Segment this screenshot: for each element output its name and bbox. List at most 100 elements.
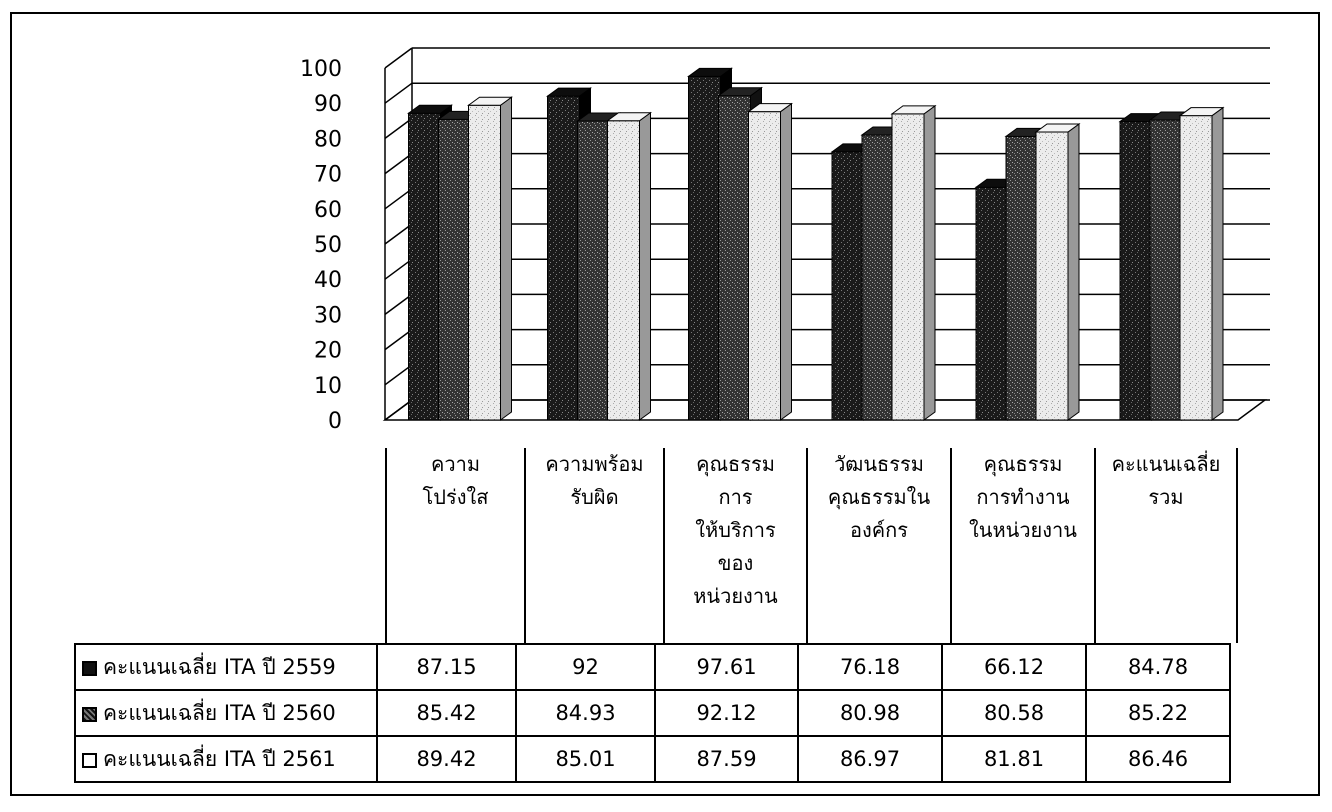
gridline-side <box>384 223 413 245</box>
data-label: 81.81 <box>941 735 1087 783</box>
bar-side <box>500 96 512 421</box>
bar-top <box>1034 123 1081 133</box>
bar-front <box>975 186 1009 421</box>
gridline-side <box>384 293 413 316</box>
bar <box>466 96 514 421</box>
data-label: 76.18 <box>797 643 943 691</box>
bar-front <box>1149 119 1183 421</box>
data-label: 80.58 <box>941 689 1087 737</box>
bar-front <box>748 111 781 421</box>
bar-front <box>438 118 471 421</box>
data-label: 84.78 <box>1085 643 1231 691</box>
legend-swatch <box>82 706 97 722</box>
bar-front <box>408 112 441 421</box>
bar-top <box>686 67 734 77</box>
bar-top <box>1178 107 1225 117</box>
bar-front <box>688 75 721 421</box>
bar-front <box>1119 121 1153 421</box>
bar <box>890 104 937 421</box>
bar-top <box>716 87 764 97</box>
legend-entry: คะแนนเฉลี่ย ITA ปี 2560 <box>74 689 378 737</box>
legend-swatch <box>82 660 97 676</box>
bar <box>605 111 653 421</box>
y-tick-label: 100 <box>300 57 342 82</box>
bar-top <box>746 103 794 113</box>
bar-top <box>406 104 454 114</box>
gridline-side <box>384 188 413 210</box>
y-tick-label: 20 <box>314 339 342 364</box>
table-row: คะแนนเฉลี่ย ITA ปี 2561 89.42 85.01 87.59 86… <box>74 735 1231 783</box>
data-label: 86.46 <box>1085 735 1231 783</box>
x-tick-label: คุณธรรม การ ให้บริการ ของ หน่วยงาน <box>663 448 806 643</box>
y-tick-label: 30 <box>314 303 342 328</box>
gridline-side <box>384 47 413 69</box>
floor <box>382 399 1268 421</box>
bar-front <box>718 95 751 421</box>
bar <box>1178 106 1225 421</box>
legend-label: คะแนนเฉลี่ย ITA ปี 2559 <box>103 654 336 679</box>
legend-label: คะแนนเฉลี่ย ITA ปี 2561 <box>103 746 336 771</box>
bar-front <box>891 113 925 421</box>
data-table: คะแนนเฉลี่ย ITA ปี 2559 87.15 92 97.61 76.18… <box>74 643 1231 783</box>
bar-front <box>1005 135 1039 421</box>
legend-entry: คะแนนเฉลี่ย ITA ปี 2559 <box>74 643 378 691</box>
legend-swatch <box>82 752 97 768</box>
bar-side <box>780 102 792 421</box>
y-tick-label: 60 <box>314 198 342 223</box>
bar-front <box>468 104 501 421</box>
bar-front <box>831 151 865 421</box>
data-label: 85.01 <box>515 735 656 783</box>
bar-side <box>923 104 936 421</box>
table-row: คะแนนเฉลี่ย ITA ปี 2559 87.15 92 97.61 76.18… <box>74 643 1231 691</box>
y-tick-label: 0 <box>328 409 342 434</box>
gridline-side <box>384 328 413 351</box>
bar-front <box>547 95 580 421</box>
x-tick-label: คะแนนเฉลี่ย รวม <box>1094 448 1238 643</box>
gridline-side <box>384 258 413 280</box>
x-tick-label: ความพร้อม รับผิด <box>524 448 663 643</box>
bar-side <box>1067 123 1080 421</box>
bar-front <box>577 120 610 421</box>
data-label: 87.59 <box>654 735 799 783</box>
data-label: 86.97 <box>797 735 943 783</box>
data-label: 85.22 <box>1085 689 1231 737</box>
y-tick-label: 40 <box>314 268 342 293</box>
bar-side <box>1211 106 1224 421</box>
chart-frame <box>10 12 1320 796</box>
bar-front <box>1179 115 1213 421</box>
y-tick-label: 70 <box>314 163 342 188</box>
y-tick-label: 50 <box>314 233 342 258</box>
bar-front <box>1035 131 1069 421</box>
legend-entry: คะแนนเฉลี่ย ITA ปี 2561 <box>74 735 378 783</box>
data-label: 84.93 <box>515 689 656 737</box>
bar-top <box>605 112 653 122</box>
y-tick-label: 90 <box>314 92 342 117</box>
legend-label: คะแนนเฉลี่ย ITA ปี 2560 <box>103 700 336 725</box>
data-label: 92.12 <box>654 689 799 737</box>
bar-front <box>607 120 640 421</box>
data-label: 66.12 <box>941 643 1087 691</box>
bar-top <box>545 87 593 97</box>
x-tick-label: ความ โปร่งใส <box>385 448 524 643</box>
bar-top <box>466 96 514 106</box>
data-label: 85.42 <box>376 689 517 737</box>
data-label: 97.61 <box>654 643 799 691</box>
data-label: 92 <box>515 643 656 691</box>
y-tick-label: 10 <box>314 374 342 399</box>
gridline-side <box>384 117 413 140</box>
bar <box>746 102 794 421</box>
y-tick-label: 80 <box>314 127 342 152</box>
x-tick-label: คุณธรรม การทำงาน ในหน่วยงาน <box>950 448 1094 643</box>
data-label: 89.42 <box>376 735 517 783</box>
table-row: คะแนนเฉลี่ย ITA ปี 2560 85.42 84.93 92.12 80… <box>74 689 1231 737</box>
bar-side <box>639 111 651 421</box>
x-tick-label: วัฒนธรรม คุณธรรมใน องค์กร <box>806 448 950 643</box>
bar <box>1034 123 1081 421</box>
bar-top <box>890 105 937 115</box>
gridline-side <box>384 82 413 104</box>
data-label: 80.98 <box>797 689 943 737</box>
gridline-side <box>384 364 413 386</box>
bar-front <box>861 134 895 421</box>
data-label: 87.15 <box>376 643 517 691</box>
